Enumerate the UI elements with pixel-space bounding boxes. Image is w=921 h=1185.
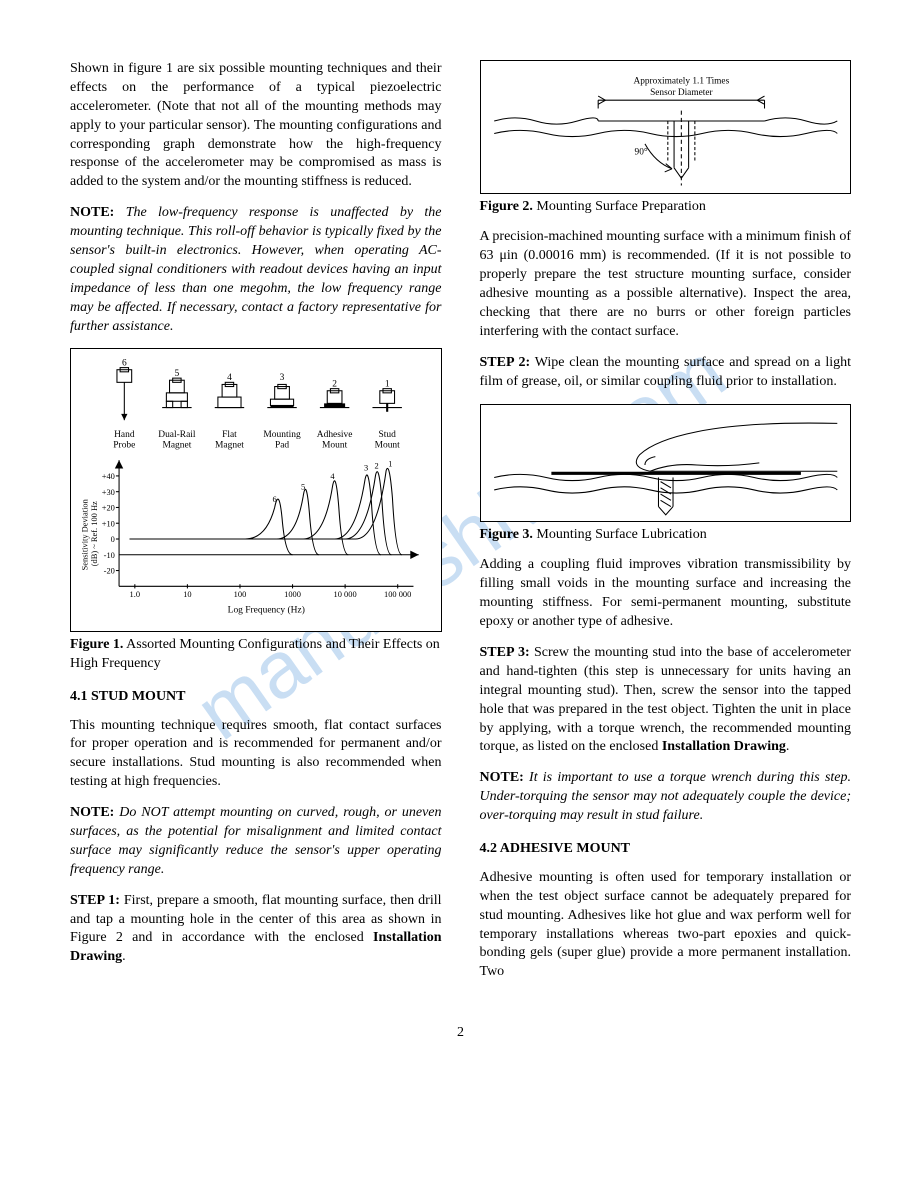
svg-text:1000: 1000 (284, 590, 301, 599)
step-3-label: STEP 3: (480, 645, 530, 660)
svg-text:Sensor Diameter: Sensor Diameter (650, 88, 713, 98)
svg-text:5: 5 (301, 483, 305, 492)
note-2-text: Do NOT attempt mounting on curved, rough… (70, 805, 442, 877)
svg-text:Sensitivity Deviation: Sensitivity Deviation (dB) ~ Ref. 100 Hz (81, 498, 99, 571)
figure-3-caption: Figure 3. Mounting Surface Lubrication (480, 526, 852, 545)
svg-text:2: 2 (375, 462, 379, 471)
svg-text:Flat: Flat (222, 430, 237, 440)
fig1-num-3: 3 (280, 374, 285, 384)
step-1-label: STEP 1: (70, 893, 120, 908)
step-2-text: Wipe clean the mounting surface and spre… (480, 355, 852, 389)
svg-text:Magnet: Magnet (162, 441, 191, 451)
step-1: STEP 1: First, prepare a smooth, flat mo… (70, 892, 442, 968)
svg-text:Magnet: Magnet (215, 441, 244, 451)
figure-3-label: Figure 3. (480, 527, 533, 542)
step-3: STEP 3: Screw the mounting stud into the… (480, 644, 852, 757)
note-label: NOTE: (70, 205, 114, 220)
svg-text:Adhesive: Adhesive (317, 430, 353, 440)
svg-text:Approximately 1.1 Times: Approximately 1.1 Times (633, 77, 729, 87)
svg-text:1.0: 1.0 (130, 590, 141, 599)
figure-2-svg: Approximately 1.1 Times Sensor Diameter (489, 69, 843, 189)
figure-1-box: 6 HandProbe 5 (70, 348, 442, 631)
svg-text:1: 1 (388, 460, 392, 469)
svg-text:-10: -10 (104, 551, 115, 560)
figure-2-label: Figure 2. (480, 199, 533, 214)
svg-text:+30: +30 (102, 488, 115, 497)
step-3-text-b: . (786, 739, 790, 754)
note-1: NOTE: The low-frequency response is unaf… (70, 204, 442, 336)
svg-text:Hand: Hand (114, 430, 135, 440)
page-number: 2 (70, 1024, 851, 1043)
svg-text:Log Frequency (Hz): Log Frequency (Hz) (228, 605, 305, 616)
fig1-num-4: 4 (227, 374, 232, 384)
step-2: STEP 2: Wipe clean the mounting surface … (480, 354, 852, 392)
install-drawing-2: Installation Drawing (662, 739, 786, 754)
svg-text:Mount: Mount (322, 441, 348, 451)
note-3: NOTE: It is important to use a torque wr… (480, 769, 852, 826)
coupling-fluid-paragraph: Adding a coupling fluid improves vibrati… (480, 556, 852, 632)
note-label-2: NOTE: (70, 805, 114, 820)
svg-text:Pad: Pad (275, 441, 289, 451)
fig1-num-1: 1 (385, 380, 390, 390)
left-column: Shown in figure 1 are six possible mount… (70, 60, 442, 994)
svg-text:Mounting: Mounting (263, 430, 301, 440)
section-4-2-heading: 4.2 ADHESIVE MOUNT (480, 840, 852, 859)
svg-text:-20: -20 (104, 567, 115, 576)
step-1-text-b: . (122, 949, 126, 964)
svg-text:90°: 90° (634, 146, 647, 157)
svg-text:+10: +10 (102, 520, 115, 529)
svg-text:3: 3 (364, 464, 368, 473)
fig1-num-6: 6 (122, 359, 127, 369)
svg-text:10 000: 10 000 (334, 590, 357, 599)
svg-text:+40: +40 (102, 473, 115, 482)
figure-1-caption-text: Assorted Mounting Configurations and The… (70, 637, 440, 671)
section-4-1-heading: 4.1 STUD MOUNT (70, 688, 442, 707)
figure-1-caption: Figure 1. Assorted Mounting Configuratio… (70, 636, 442, 674)
svg-text:Dual-Rail: Dual-Rail (158, 430, 196, 440)
intro-paragraph: Shown in figure 1 are six possible mount… (70, 60, 442, 192)
step-2-label: STEP 2: (480, 355, 531, 370)
figure-3-svg (489, 413, 843, 517)
adhesive-mount-paragraph: Adhesive mounting is often used for temp… (480, 869, 852, 982)
svg-text:Probe: Probe (113, 441, 135, 451)
figure-1-svg: 6 HandProbe 5 (77, 355, 435, 628)
svg-text:Mount: Mount (375, 441, 401, 451)
svg-text:4: 4 (330, 473, 335, 482)
svg-text:100: 100 (234, 590, 247, 599)
note-3-text: It is important to use a torque wrench d… (480, 770, 852, 823)
figure-2-caption-text: Mounting Surface Preparation (536, 199, 706, 214)
fig1-num-2: 2 (332, 380, 337, 390)
stud-mount-paragraph: This mounting technique requires smooth,… (70, 717, 442, 793)
svg-text:Stud: Stud (379, 430, 397, 440)
figure-2-box: Approximately 1.1 Times Sensor Diameter (480, 60, 852, 194)
note-1-text: The low-frequency response is unaffected… (70, 205, 442, 333)
page-columns: Shown in figure 1 are six possible mount… (70, 60, 851, 994)
note-2: NOTE: Do NOT attempt mounting on curved,… (70, 804, 442, 880)
svg-text:0: 0 (111, 536, 115, 545)
svg-text:+20: +20 (102, 504, 115, 513)
figure-3-box (480, 404, 852, 522)
right-column: Approximately 1.1 Times Sensor Diameter (480, 60, 852, 994)
figure-2-caption: Figure 2. Mounting Surface Preparation (480, 198, 852, 217)
figure-3-caption-text: Mounting Surface Lubrication (536, 527, 706, 542)
svg-text:6: 6 (273, 496, 277, 505)
figure-1-label: Figure 1. (70, 637, 123, 652)
svg-text:100 000: 100 000 (384, 590, 411, 599)
note-3-label: NOTE: (480, 770, 524, 785)
surface-prep-paragraph: A precision-machined mounting surface wi… (480, 228, 852, 341)
svg-text:10: 10 (183, 590, 191, 599)
fig1-num-5: 5 (175, 369, 180, 379)
